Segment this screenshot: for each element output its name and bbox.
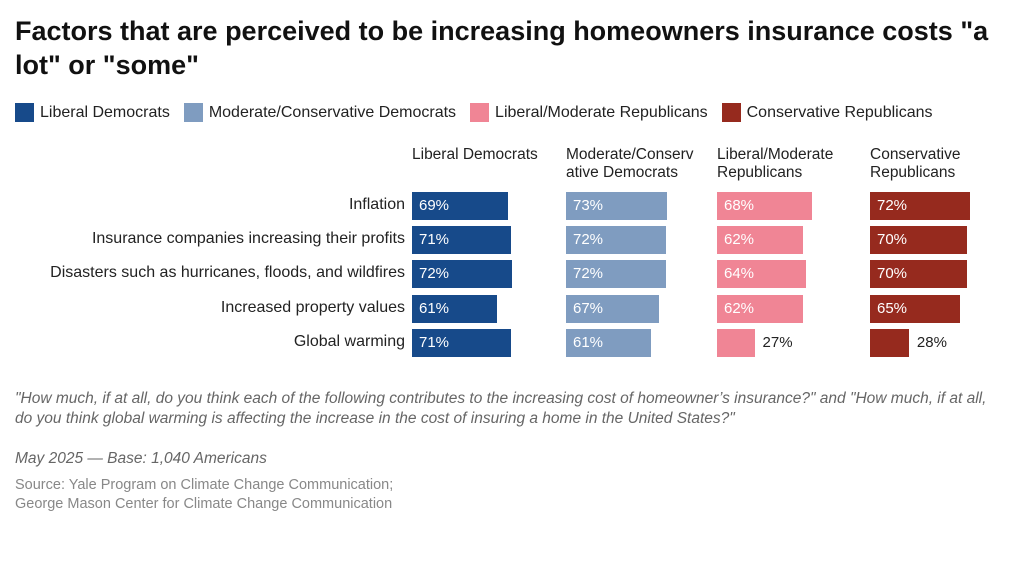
data-label: 61%: [419, 300, 450, 317]
bar: [870, 295, 961, 323]
data-label: 68%: [724, 197, 755, 214]
bar: [566, 226, 667, 254]
data-label: 72%: [573, 231, 604, 248]
bar: [566, 295, 660, 323]
bar: [412, 192, 508, 220]
data-label: 70%: [877, 231, 908, 248]
data-label: 62%: [724, 231, 755, 248]
legend-item: Liberal Democrats: [15, 103, 170, 122]
row-label: Insurance companies increasing their pro…: [91, 230, 405, 247]
data-label: 72%: [419, 265, 450, 282]
bar: [717, 295, 804, 323]
bar: [566, 329, 651, 357]
bar: [412, 329, 511, 357]
chart-title: Factors that are perceived to be increas…: [15, 16, 989, 80]
data-label: 71%: [419, 231, 450, 248]
bar: [717, 329, 755, 357]
bar: [717, 192, 812, 220]
data-label: 62%: [724, 300, 755, 317]
data-label: 72%: [573, 265, 604, 282]
bar: [566, 192, 668, 220]
row-label: Global warming: [293, 333, 405, 350]
bar: [412, 295, 497, 323]
bar: [870, 192, 971, 220]
bar: [870, 260, 968, 288]
data-label: 28%: [916, 334, 947, 351]
column-header: Conservative Republicans: [870, 146, 961, 181]
column-header: Liberal Democrats: [412, 146, 538, 163]
bar: [870, 329, 909, 357]
legend-item: Liberal/Moderate Republicans: [470, 103, 708, 122]
survey-question-note: "How much, if at all, do you think each …: [15, 390, 987, 427]
legend-swatch: [183, 103, 203, 122]
data-label: 72%: [877, 197, 908, 214]
bar: [717, 226, 804, 254]
legend-swatch: [470, 103, 490, 122]
bar: [566, 260, 667, 288]
row-label: Increased property values: [220, 299, 405, 316]
base-note: May 2025 — Base: 1,040 Americans: [15, 450, 267, 467]
bar: [412, 260, 513, 288]
data-label: 61%: [573, 334, 604, 351]
legend-label: Moderate/Conservative Democrats: [208, 103, 457, 121]
data-label: 64%: [724, 265, 755, 282]
legend-label: Liberal Democrats: [40, 103, 170, 121]
data-label: 69%: [419, 197, 450, 214]
source: Source: Yale Program on Climate Change C…: [15, 476, 393, 514]
bar: [717, 260, 806, 288]
legend-item: Moderate/Conservative Democrats: [183, 103, 457, 122]
column-header: Liberal/Moderate Republicans: [717, 146, 834, 181]
row-label: Disasters such as hurricanes, floods, an…: [50, 264, 405, 281]
row-label: Inflation: [348, 196, 405, 213]
bar: [412, 226, 511, 254]
data-label: 27%: [762, 334, 793, 351]
bar: [870, 226, 968, 254]
column-header: Moderate/Conserv ative Democrats: [566, 146, 694, 181]
source-line-1: Source: Yale Program on Climate Change C…: [15, 477, 394, 493]
data-label: 70%: [877, 265, 908, 282]
data-label: 71%: [419, 334, 450, 351]
data-label: 65%: [877, 300, 908, 317]
legend-item: Conservative Republicans: [721, 103, 933, 122]
legend-swatch: [721, 103, 741, 122]
data-label: 67%: [573, 300, 604, 317]
legend-swatch: [15, 103, 34, 122]
legend: Liberal Democrats Moderate/Conservative D…: [15, 103, 933, 122]
legend-label: Liberal/Moderate Republicans: [495, 103, 708, 121]
data-label: 73%: [573, 197, 604, 214]
source-line-2: George Mason Center for Climate Change C…: [15, 496, 393, 512]
legend-label: Conservative Republicans: [746, 103, 933, 121]
